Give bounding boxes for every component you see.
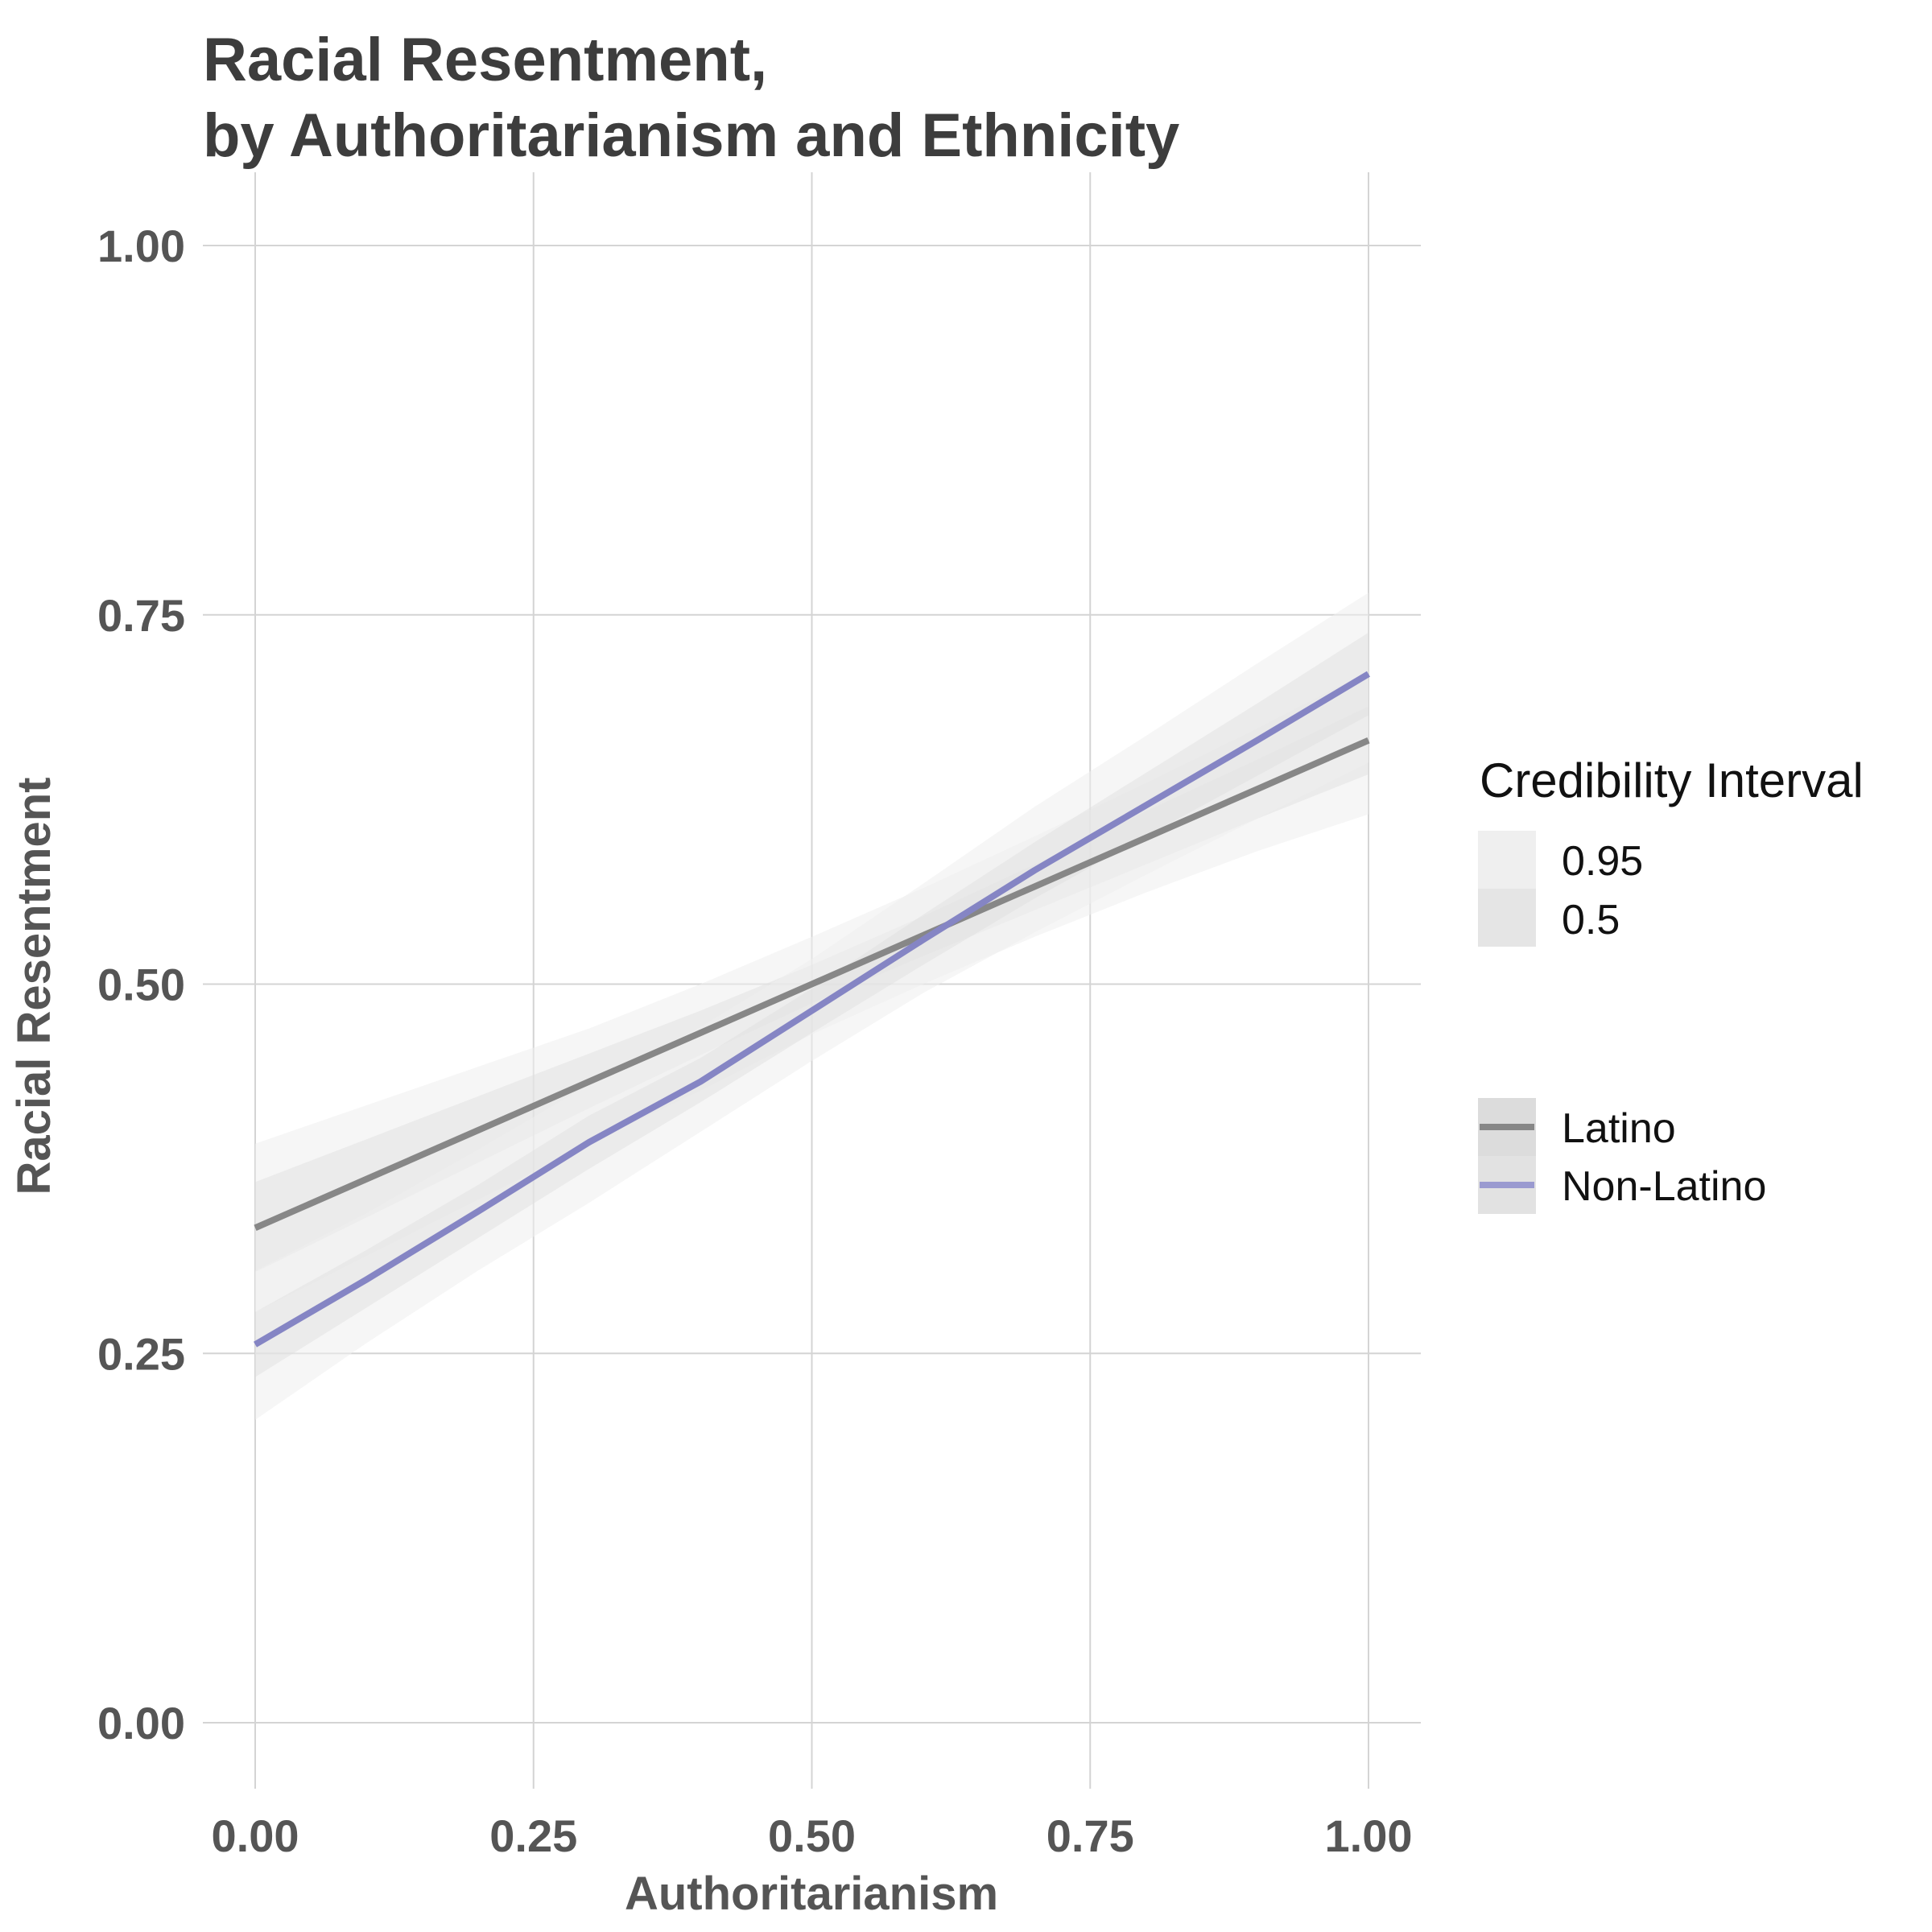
y-axis-title: Racial Resentment [8, 778, 60, 1195]
chart-title-line-1: Racial Resentment, [203, 26, 767, 94]
chart-title-line-2: by Authoritarianism and Ethnicity [203, 101, 1179, 170]
x-tick-label-0: 0.00 [212, 1810, 299, 1861]
legend-key-ci50 [1478, 889, 1536, 947]
series-line-latino [254, 737, 1370, 1231]
legend-credibility-title: Credibility Interval [1480, 753, 1864, 807]
y-axis-ticks: 0.00 0.25 0.50 0.75 1.00 [97, 221, 185, 1748]
legend-label-non-latino: Non-Latino [1562, 1163, 1766, 1210]
grid [203, 172, 1421, 1789]
y-tick-label-1: 0.25 [97, 1328, 185, 1379]
legend-label-ci50: 0.5 [1562, 897, 1620, 943]
y-tick-label-3: 0.75 [97, 590, 185, 641]
legend-series: Latino Non-Latino [1478, 1098, 1766, 1214]
legend-credibility: Credibility Interval 0.95 0.5 [1478, 753, 1864, 947]
legend-label-latino: Latino [1562, 1105, 1676, 1152]
series-lines [253, 671, 1371, 1348]
y-tick-label-2: 0.50 [97, 960, 185, 1010]
x-tick-label-3: 0.75 [1046, 1810, 1134, 1861]
x-axis-ticks: 0.00 0.25 0.50 0.75 1.00 [212, 1810, 1413, 1861]
credibility-bands [255, 592, 1368, 1420]
band-ci95-non-latino [255, 592, 1368, 1420]
y-tick-label-4: 1.00 [97, 221, 185, 271]
band-ci50-non-latino [255, 632, 1368, 1377]
x-tick-label-2: 0.50 [768, 1810, 856, 1861]
x-tick-label-1: 0.25 [489, 1810, 577, 1861]
x-axis-title: Authoritarianism [625, 1868, 998, 1920]
x-tick-label-4: 1.00 [1325, 1810, 1413, 1861]
legend-label-ci95: 0.95 [1562, 838, 1643, 885]
y-tick-label-0: 0.00 [97, 1698, 185, 1748]
legend-key-ci95 [1478, 831, 1536, 889]
series-line-non-latino [253, 671, 1371, 1348]
